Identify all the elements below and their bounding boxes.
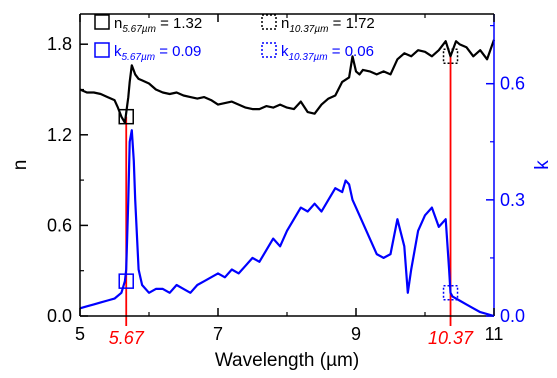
y-left-tick-label-3: 1.8	[47, 34, 72, 54]
legend-swatch-1	[95, 15, 109, 29]
legend-label-1: n5.67µm = 1.32	[114, 15, 202, 35]
y-left-tick-label-0: 0.0	[47, 306, 72, 326]
x-tick-label-1: 7	[213, 324, 223, 344]
legend-swatch-2	[262, 15, 276, 29]
x-tick-label-0: 5	[75, 324, 85, 344]
x-axis-title: Wavelength (µm)	[215, 350, 359, 371]
legend-label-2: n10.37µm = 1.72	[281, 15, 375, 35]
y-right-tick-label-1: 0.3	[500, 190, 525, 210]
legend-label-4: k10.37µm = 0.06	[281, 43, 374, 63]
highlight-tick-label-1: 5.67	[109, 328, 145, 348]
y-left-axis-title: n	[10, 160, 31, 171]
x-tick-label-3: 11	[485, 324, 504, 344]
x-tick-label-2: 9	[351, 324, 361, 344]
y-right-tick-label-2: 0.6	[500, 74, 525, 94]
series-k-line	[80, 130, 494, 316]
y-left-tick-label-1: 0.6	[47, 215, 72, 235]
y-left-tick-label-2: 1.2	[47, 125, 72, 145]
legend-swatch-3	[95, 43, 109, 57]
highlight-tick-label-2: 10.37	[428, 328, 474, 348]
legend-swatch-4	[262, 43, 276, 57]
legend-label-3: k5.67µm = 0.09	[114, 43, 201, 63]
y-right-axis-title: k	[532, 160, 553, 170]
y-right-tick-label-0: 0.0	[500, 306, 525, 326]
